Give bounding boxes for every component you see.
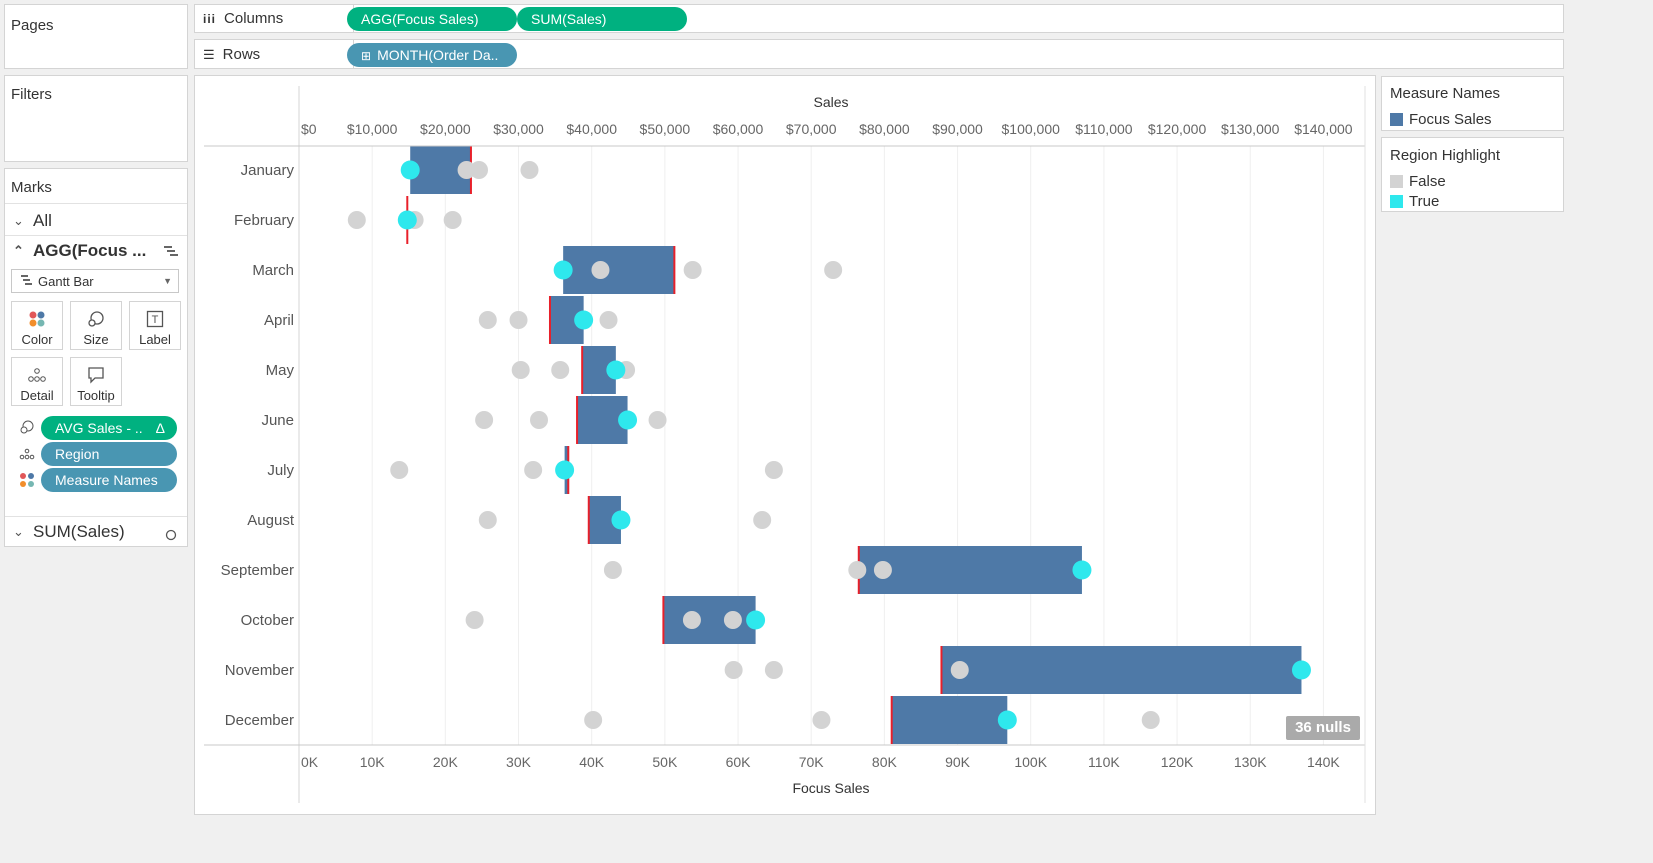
legend-swatch <box>1390 195 1403 208</box>
legend-swatch <box>1390 113 1403 126</box>
color-card-label: Color <box>21 332 53 347</box>
chevron-down-icon: ▼ <box>163 276 172 286</box>
rows-label: ☰ Rows <box>203 46 260 63</box>
region-highlight-legend: Region Highlight False True <box>1381 137 1564 212</box>
tooltip-card-label: Tooltip <box>77 388 115 403</box>
measure-names-legend: Measure Names Focus Sales <box>1381 76 1564 131</box>
size-card-label: Size <box>83 332 109 347</box>
delta-icon: Δ <box>155 420 165 436</box>
encoding-pill-measure-names[interactable]: Measure Names <box>41 468 177 492</box>
rows-icon: ☰ <box>203 46 215 62</box>
tooltip-card[interactable]: Tooltip <box>70 357 122 406</box>
detail-card-label: Detail <box>20 388 54 403</box>
filters-shelf[interactable]: Filters <box>4 75 188 162</box>
columns-shelf[interactable]: iii Columns AGG(Focus Sales) SUM(Sales) <box>194 4 1564 33</box>
mark-type-label: Gantt Bar <box>38 273 94 289</box>
legend-item-label: False <box>1409 173 1446 190</box>
marks-sum-label: SUM(Sales) <box>33 522 125 541</box>
mark-type-dropdown[interactable]: Gantt Bar ▼ <box>11 269 179 293</box>
marks-title: Marks <box>11 179 52 196</box>
chevron-up-icon: ⌃ <box>13 243 24 258</box>
region-legend-title: Region Highlight <box>1390 147 1501 164</box>
size-card[interactable]: Size <box>70 301 122 350</box>
detail-card[interactable]: Detail <box>11 357 63 406</box>
columns-label-text: Columns <box>224 10 284 27</box>
encoding-pill-avg-sales-label: AVG Sales - .. <box>55 420 143 436</box>
label-icon: T <box>130 308 180 330</box>
size-encoding-icon <box>19 419 35 435</box>
tooltip-icon <box>71 364 121 386</box>
marks-card: Marks ⌄ All ⌃ AGG(Focus ... Gantt Bar ▼ … <box>4 168 188 547</box>
rows-shelf[interactable]: ☰ Rows ⊞ MONTH(Order Da.. <box>194 39 1564 69</box>
label-card[interactable]: T Label <box>129 301 181 350</box>
encoding-pill-region-label: Region <box>55 446 100 462</box>
filters-title: Filters <box>11 86 52 103</box>
legend-item-false[interactable]: False <box>1390 173 1446 190</box>
marks-agg-row[interactable]: ⌃ AGG(Focus ... <box>5 239 187 263</box>
chevron-down-icon: ⌄ <box>13 524 24 539</box>
encoding-pill-region[interactable]: Region <box>41 442 177 466</box>
rows-label-text: Rows <box>222 46 261 63</box>
gantt-icon <box>163 243 179 263</box>
pages-title: Pages <box>11 17 54 34</box>
legend-swatch <box>1390 175 1403 188</box>
circle-mark-icon <box>165 526 177 546</box>
column-pill-focus-sales[interactable]: AGG(Focus Sales) <box>347 7 517 31</box>
legend-item-label: True <box>1409 193 1440 210</box>
marks-agg-label: AGG(Focus ... <box>33 241 147 260</box>
size-icon <box>71 308 121 330</box>
color-encoding-icon <box>19 472 35 488</box>
columns-icon: iii <box>203 11 217 26</box>
label-card-label: Label <box>139 332 171 347</box>
expand-icon: ⊞ <box>361 49 372 63</box>
gantt-bar-icon <box>20 274 34 289</box>
row-pill-month-label: MONTH(Order Da.. <box>377 47 499 63</box>
color-icon <box>12 308 62 330</box>
column-pill-sum-sales[interactable]: SUM(Sales) <box>517 7 687 31</box>
pages-shelf[interactable]: Pages <box>4 4 188 69</box>
marks-sum-row[interactable]: ⌄ SUM(Sales) <box>5 520 187 544</box>
marks-all-label: All <box>33 211 52 230</box>
svg-text:T: T <box>152 314 159 326</box>
encoding-pill-avg-sales[interactable]: AVG Sales - .. Δ <box>41 416 177 440</box>
measure-names-legend-title: Measure Names <box>1390 85 1501 102</box>
nulls-badge[interactable]: 36 nulls <box>1286 716 1360 740</box>
detail-icon <box>12 364 62 386</box>
row-pill-month[interactable]: ⊞ MONTH(Order Da.. <box>347 43 517 67</box>
marks-all-row[interactable]: ⌄ All <box>5 209 187 233</box>
view-card <box>194 75 1376 815</box>
legend-item-focus-sales[interactable]: Focus Sales <box>1390 111 1492 128</box>
columns-label: iii Columns <box>203 10 283 27</box>
legend-item-label: Focus Sales <box>1409 111 1492 128</box>
chevron-down-icon: ⌄ <box>13 213 24 228</box>
color-card[interactable]: Color <box>11 301 63 350</box>
detail-encoding-icon <box>19 446 35 462</box>
legend-item-true[interactable]: True <box>1390 193 1439 210</box>
encoding-pill-measure-names-label: Measure Names <box>55 472 158 488</box>
